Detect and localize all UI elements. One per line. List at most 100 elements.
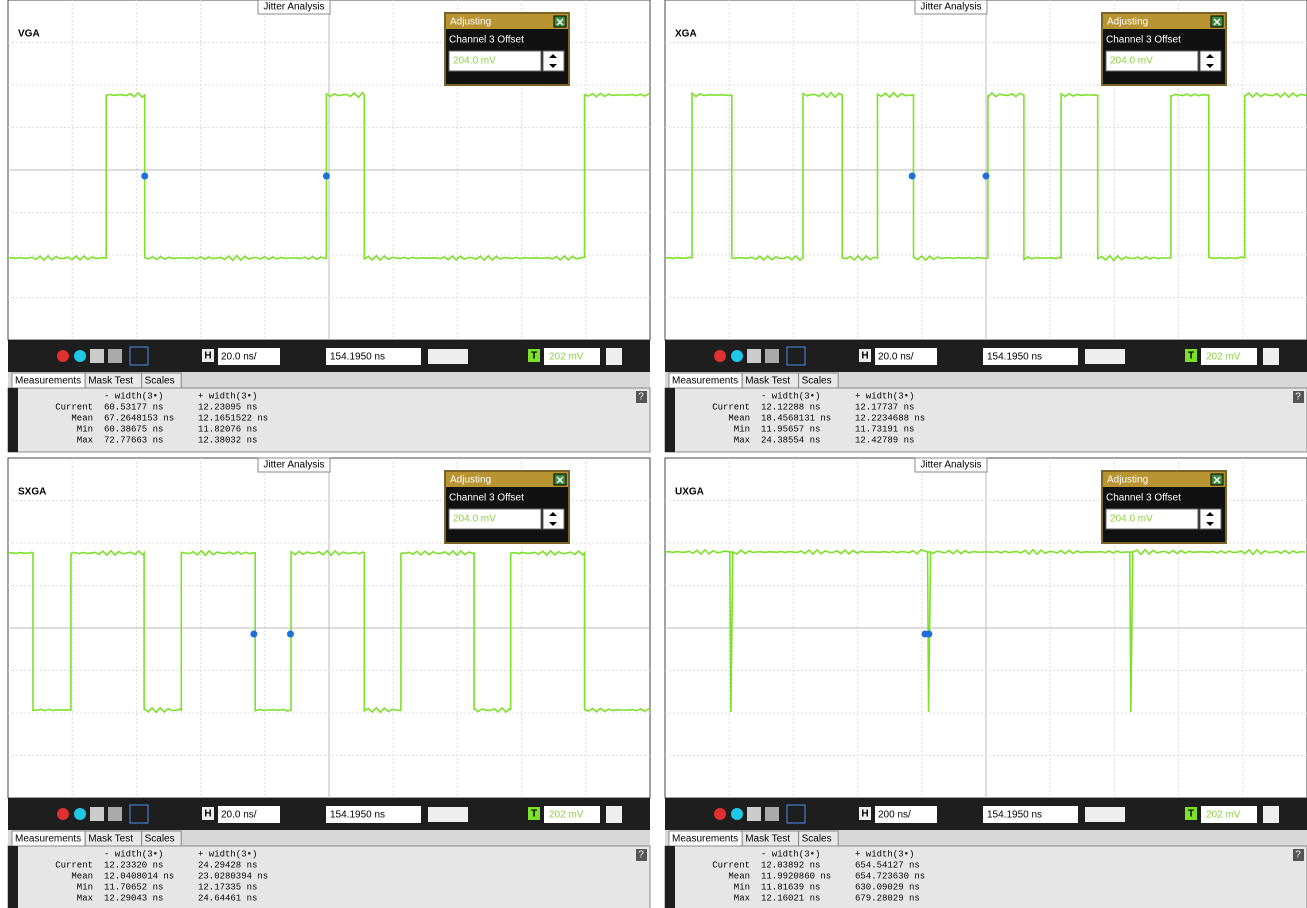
help: ? (1295, 392, 1301, 403)
tool-icon[interactable] (747, 349, 761, 363)
signal-label: SXGA (18, 487, 46, 498)
tool-icon[interactable] (108, 807, 122, 821)
measurement-value: 24.38554 ns (761, 435, 820, 445)
position: 154.1950 ns (987, 810, 1042, 821)
measurement-value: 12.03892 ns (761, 860, 820, 870)
signal-label: VGA (18, 29, 40, 40)
tool-icon[interactable] (765, 807, 779, 821)
measurement-value: 23.0280394 ns (198, 871, 268, 881)
ch-button[interactable] (74, 808, 86, 820)
marker-dot (141, 173, 148, 180)
scrollbar (8, 846, 18, 908)
marker-dot (287, 631, 294, 638)
value-text: 204.0 mV (1110, 514, 1153, 525)
spin-button[interactable] (543, 51, 564, 71)
tab-label: Measurements (672, 834, 738, 845)
measurement-value: 60.38675 ns (104, 424, 163, 434)
measurement-value: 12.16021 ns (761, 893, 820, 903)
t-label: T (1188, 351, 1194, 362)
tab-label: Mask Test (745, 834, 790, 845)
timebase: 20.0 ns/ (221, 810, 257, 821)
spin-button[interactable] (1200, 509, 1221, 529)
ch-button[interactable] (57, 808, 69, 820)
column-header: - width(3•) (104, 849, 163, 859)
trigger: 202 mV (549, 810, 584, 821)
spin-button[interactable] (1200, 51, 1221, 71)
ch-button[interactable] (74, 350, 86, 362)
tool-icon[interactable] (765, 349, 779, 363)
tool-icon[interactable] (90, 349, 104, 363)
measurement-value: 60.53177 ns (104, 402, 163, 412)
signal-label: XGA (675, 29, 697, 40)
nav-buttons[interactable] (428, 807, 468, 822)
tab-label: Scales (145, 834, 175, 845)
row-label: Current (55, 860, 93, 870)
scrollbar (665, 846, 675, 908)
spin-button[interactable] (543, 509, 564, 529)
measurement-value: 12.38032 ns (198, 435, 257, 445)
ch-button[interactable] (57, 350, 69, 362)
dialog-param: Channel 3 Offset (1106, 35, 1181, 46)
analysis-tab-label: Jitter Analysis (920, 460, 981, 471)
spin-button[interactable] (1263, 348, 1279, 365)
screen: VGA Jitter Analysis Adjusting Channel 3 Off… (0, 0, 1307, 908)
spin-button[interactable] (1263, 806, 1279, 823)
measurement-value: 654.723630 ns (855, 871, 925, 881)
signal-label: UXGA (675, 487, 704, 498)
tab-label: Scales (145, 376, 175, 387)
scrollbar (8, 388, 18, 452)
tool-icon[interactable] (108, 349, 122, 363)
ch-button[interactable] (714, 808, 726, 820)
spin-button[interactable] (606, 806, 622, 823)
page: VGA Jitter Analysis Adjusting Channel 3 Off… (0, 0, 1307, 908)
value-text: 204.0 mV (1110, 56, 1153, 67)
scrollbar (665, 388, 675, 452)
tool-icon[interactable] (747, 807, 761, 821)
tab-label: Measurements (15, 376, 81, 387)
h-label: H (204, 351, 211, 362)
analysis-tab-label: Jitter Analysis (263, 460, 324, 471)
measurement-value: 24.64461 ns (198, 893, 257, 903)
ch-button[interactable] (714, 350, 726, 362)
scope-panel: XGAJitter AnalysisAdjustingChannel 3 Off… (665, 0, 1307, 452)
h-label: H (861, 351, 868, 362)
dialog-param: Channel 3 Offset (1106, 493, 1181, 504)
help: ? (638, 392, 644, 403)
row-label: Current (712, 402, 750, 412)
column-header: - width(3•) (761, 849, 820, 859)
measurement-value: 12.29043 ns (104, 893, 163, 903)
measurement-value: 12.2234688 ns (855, 413, 925, 423)
tab-label: Measurements (15, 834, 81, 845)
marker-dot (250, 631, 257, 638)
timebase: 200 ns/ (878, 810, 911, 821)
spin-button[interactable] (606, 348, 622, 365)
measurement-value: 11.73191 ns (855, 424, 914, 434)
measurement-value: 11.95657 ns (761, 424, 820, 434)
column-header: + width(3•) (855, 391, 914, 401)
trigger: 202 mV (1206, 810, 1241, 821)
dialog-title: Adjusting (1107, 475, 1148, 486)
row-label: Min (77, 424, 93, 434)
value-text: 204.0 mV (453, 56, 496, 67)
tab-label: Mask Test (88, 376, 133, 387)
row-label: Mean (71, 871, 93, 881)
tool-icon[interactable] (90, 807, 104, 821)
nav-buttons[interactable] (428, 349, 468, 364)
h-label: H (204, 809, 211, 820)
nav-buttons[interactable] (1085, 349, 1125, 364)
measurement-value: 11.70652 ns (104, 882, 163, 892)
ch-button[interactable] (731, 808, 743, 820)
column-header: - width(3•) (104, 391, 163, 401)
trigger: 202 mV (1206, 352, 1241, 363)
trigger: 202 mV (549, 352, 584, 363)
ch-button[interactable] (731, 350, 743, 362)
tab-label: Mask Test (745, 376, 790, 387)
marker-dot (323, 173, 330, 180)
nav-buttons[interactable] (1085, 807, 1125, 822)
row-label: Current (55, 402, 93, 412)
column-header: + width(3•) (198, 391, 257, 401)
tab-label: Scales (802, 376, 832, 387)
row-label: Max (77, 435, 93, 445)
row-label: Max (734, 893, 750, 903)
